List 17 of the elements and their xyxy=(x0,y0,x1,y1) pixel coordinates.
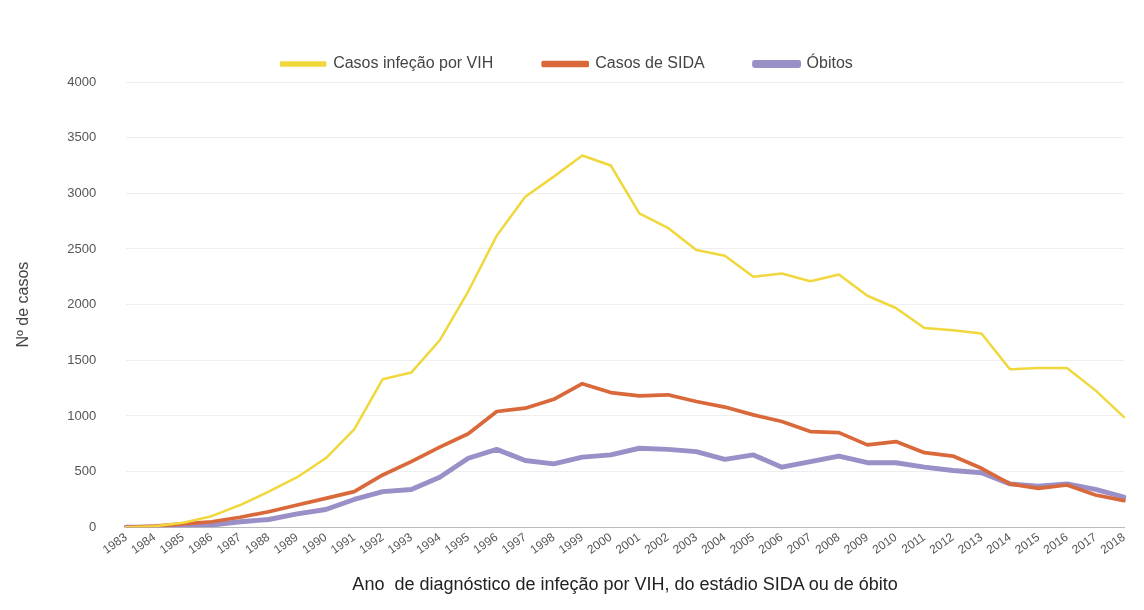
x-tick-label: 2001 xyxy=(613,529,644,557)
y-tick-label: 4000 xyxy=(67,73,97,89)
x-tick-label: 2011 xyxy=(898,529,929,557)
y-tick-label: 3500 xyxy=(67,129,97,145)
y-tick-label: 500 xyxy=(74,463,97,479)
y-tick-label: 0 xyxy=(88,518,97,534)
legend-label: Casos infeção por VIH xyxy=(333,54,494,72)
x-axis-title: Ano de diagnóstico de infeção por VIH, do estádio SIDA ou de óbito xyxy=(352,574,898,595)
y-tick-label: 1500 xyxy=(67,351,97,367)
y-tick-label: 2000 xyxy=(67,296,97,312)
legend-label: Casos de SIDA xyxy=(595,54,705,72)
y-tick-label: 2500 xyxy=(67,240,97,256)
y-axis-title: Nº de casos xyxy=(14,261,32,348)
y-tick-label: 3000 xyxy=(67,184,97,200)
legend-label: Óbitos xyxy=(806,53,853,72)
x-tick-label: 1991 xyxy=(327,529,359,557)
y-tick-label: 1000 xyxy=(67,407,97,423)
